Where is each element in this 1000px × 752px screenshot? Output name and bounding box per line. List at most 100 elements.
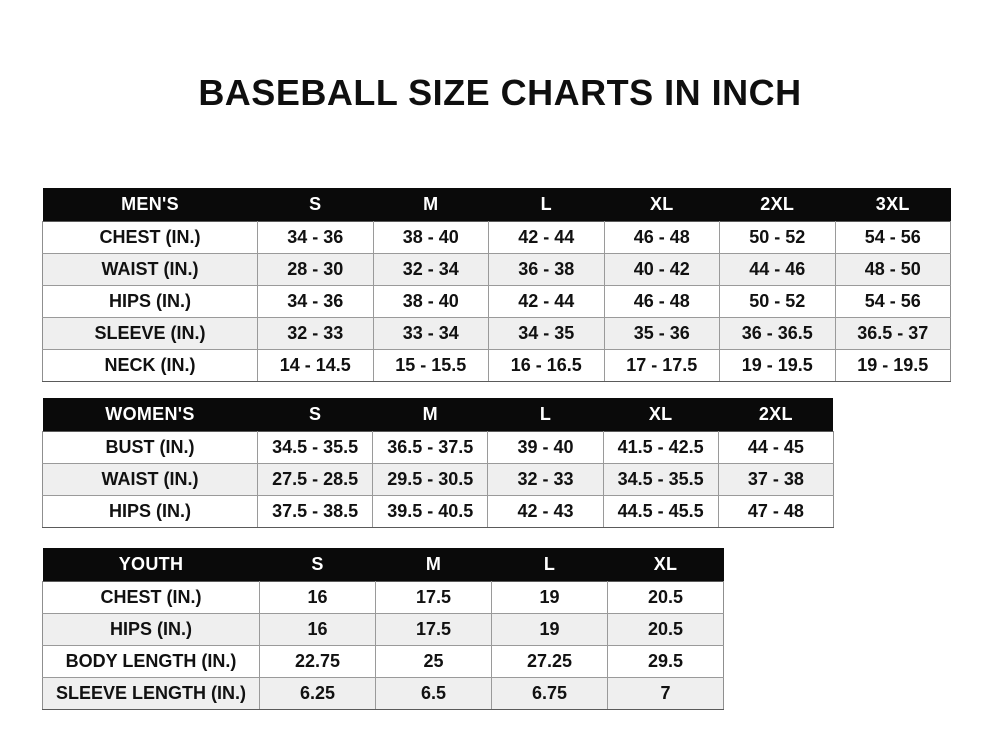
- cell: 7: [607, 677, 724, 710]
- cell: 44 - 45: [717, 431, 834, 464]
- mens-table-label: MEN'S: [121, 194, 179, 214]
- cell: 44.5 - 45.5: [602, 495, 719, 528]
- cell: 41.5 - 42.5: [602, 431, 719, 464]
- cell: 42 - 43: [487, 495, 604, 528]
- cell: 36.5 - 37: [834, 317, 951, 350]
- cell: 42 - 44: [488, 285, 605, 318]
- mens-table-head: MEN'S S M L XL 2XL 3XL: [42, 188, 951, 222]
- table-row: HIPS (IN.) 34 - 36 38 - 40 42 - 44 46 - …: [42, 285, 951, 318]
- womens-size-header-l: L: [539, 404, 552, 424]
- cell: 14 - 14.5: [257, 349, 374, 382]
- table-row: CHEST (IN.) 34 - 36 38 - 40 42 - 44 46 -…: [42, 221, 951, 254]
- cell: 17.5: [375, 581, 492, 614]
- cell: 27.25: [491, 645, 608, 678]
- table-row: BODY LENGTH (IN.) 22.75 25 27.25 29.5: [42, 645, 724, 678]
- cell: 17.5: [375, 613, 492, 646]
- cell: 54 - 56: [834, 221, 951, 254]
- row-label: SLEEVE (IN.): [42, 317, 258, 350]
- cell: 46 - 48: [603, 221, 720, 254]
- row-label: HIPS (IN.): [42, 613, 260, 646]
- table-row: HIPS (IN.) 16 17.5 19 20.5: [42, 613, 724, 646]
- cell: 34.5 - 35.5: [256, 431, 374, 464]
- cell: 16: [259, 581, 376, 614]
- row-label: SLEEVE LENGTH (IN.): [42, 677, 260, 710]
- womens-header-row: WOMEN'S S M L XL 2XL: [42, 398, 834, 432]
- youth-table-head: YOUTH S M L XL: [42, 548, 724, 582]
- cell: 29.5 - 30.5: [372, 463, 489, 496]
- cell: 36.5 - 37.5: [372, 431, 489, 464]
- page-title: BASEBALL SIZE CHARTS IN INCH: [198, 72, 802, 113]
- cell: 34 - 35: [488, 317, 605, 350]
- table-row: NECK (IN.) 14 - 14.5 15 - 15.5 16 - 16.5…: [42, 349, 951, 382]
- cell: 35 - 36: [603, 317, 720, 350]
- cell: 20.5: [607, 613, 724, 646]
- youth-header-row: YOUTH S M L XL: [42, 548, 724, 582]
- cell: 16: [259, 613, 376, 646]
- row-label: WAIST (IN.): [42, 463, 258, 496]
- cell: 44 - 46: [719, 253, 836, 286]
- mens-size-table: MEN'S S M L XL 2XL 3XL CHEST (IN.) 34 - …: [42, 188, 951, 382]
- row-label: NECK (IN.): [42, 349, 258, 382]
- cell: 34 - 36: [257, 285, 374, 318]
- row-label: HIPS (IN.): [42, 495, 258, 528]
- womens-size-table: WOMEN'S S M L XL 2XL BUST (IN.) 34.5 - 3…: [42, 398, 834, 528]
- mens-size-header-m: M: [423, 194, 439, 214]
- cell: 36 - 36.5: [719, 317, 836, 350]
- youth-size-header-l: L: [543, 554, 556, 574]
- row-label: BODY LENGTH (IN.): [42, 645, 260, 678]
- youth-size-table: YOUTH S M L XL CHEST (IN.) 16 17.5 19 20…: [42, 548, 724, 710]
- cell: 39.5 - 40.5: [372, 495, 489, 528]
- womens-size-header-2xl: 2XL: [758, 404, 793, 424]
- womens-size-header-xl: XL: [648, 404, 673, 424]
- cell: 17 - 17.5: [603, 349, 720, 382]
- cell: 32 - 33: [487, 463, 604, 496]
- cell: 6.5: [375, 677, 492, 710]
- cell: 25: [375, 645, 492, 678]
- table-row: WAIST (IN.) 28 - 30 32 - 34 36 - 38 40 -…: [42, 253, 951, 286]
- cell: 20.5: [607, 581, 724, 614]
- cell: 28 - 30: [257, 253, 374, 286]
- mens-size-header-2xl: 2XL: [760, 194, 795, 214]
- row-label: BUST (IN.): [42, 431, 258, 464]
- cell: 16 - 16.5: [488, 349, 605, 382]
- cell: 37.5 - 38.5: [256, 495, 374, 528]
- row-label: CHEST (IN.): [42, 221, 258, 254]
- cell: 19: [491, 613, 608, 646]
- cell: 22.75: [259, 645, 376, 678]
- cell: 38 - 40: [372, 221, 489, 254]
- cell: 6.25: [259, 677, 376, 710]
- cell: 32 - 33: [257, 317, 374, 350]
- cell: 34 - 36: [257, 221, 374, 254]
- cell: 40 - 42: [603, 253, 720, 286]
- mens-size-header-3xl: 3XL: [875, 194, 910, 214]
- cell: 37 - 38: [717, 463, 834, 496]
- womens-size-header-s: S: [308, 404, 322, 424]
- youth-table-label: YOUTH: [118, 554, 184, 574]
- mens-table-body: CHEST (IN.) 34 - 36 38 - 40 42 - 44 46 -…: [42, 221, 951, 382]
- cell: 36 - 38: [488, 253, 605, 286]
- cell: 48 - 50: [834, 253, 951, 286]
- mens-size-header-l: L: [540, 194, 552, 214]
- cell: 54 - 56: [834, 285, 951, 318]
- table-row: BUST (IN.) 34.5 - 35.5 36.5 - 37.5 39 - …: [42, 431, 834, 464]
- cell: 50 - 52: [719, 221, 836, 254]
- cell: 47 - 48: [717, 495, 834, 528]
- cell: 19 - 19.5: [834, 349, 951, 382]
- cell: 46 - 48: [603, 285, 720, 318]
- cell: 42 - 44: [488, 221, 605, 254]
- cell: 27.5 - 28.5: [256, 463, 374, 496]
- cell: 6.75: [491, 677, 608, 710]
- row-label: WAIST (IN.): [42, 253, 258, 286]
- table-row: SLEEVE (IN.) 32 - 33 33 - 34 34 - 35 35 …: [42, 317, 951, 350]
- cell: 19 - 19.5: [719, 349, 836, 382]
- table-row: HIPS (IN.) 37.5 - 38.5 39.5 - 40.5 42 - …: [42, 495, 834, 528]
- cell: 38 - 40: [372, 285, 489, 318]
- cell: 50 - 52: [719, 285, 836, 318]
- womens-table-body: BUST (IN.) 34.5 - 35.5 36.5 - 37.5 39 - …: [42, 431, 834, 528]
- womens-table-label: WOMEN'S: [105, 404, 195, 424]
- mens-header-row: MEN'S S M L XL 2XL 3XL: [42, 188, 951, 222]
- cell: 33 - 34: [372, 317, 489, 350]
- mens-size-header-s: S: [309, 194, 322, 214]
- row-label: CHEST (IN.): [42, 581, 260, 614]
- cell: 34.5 - 35.5: [602, 463, 719, 496]
